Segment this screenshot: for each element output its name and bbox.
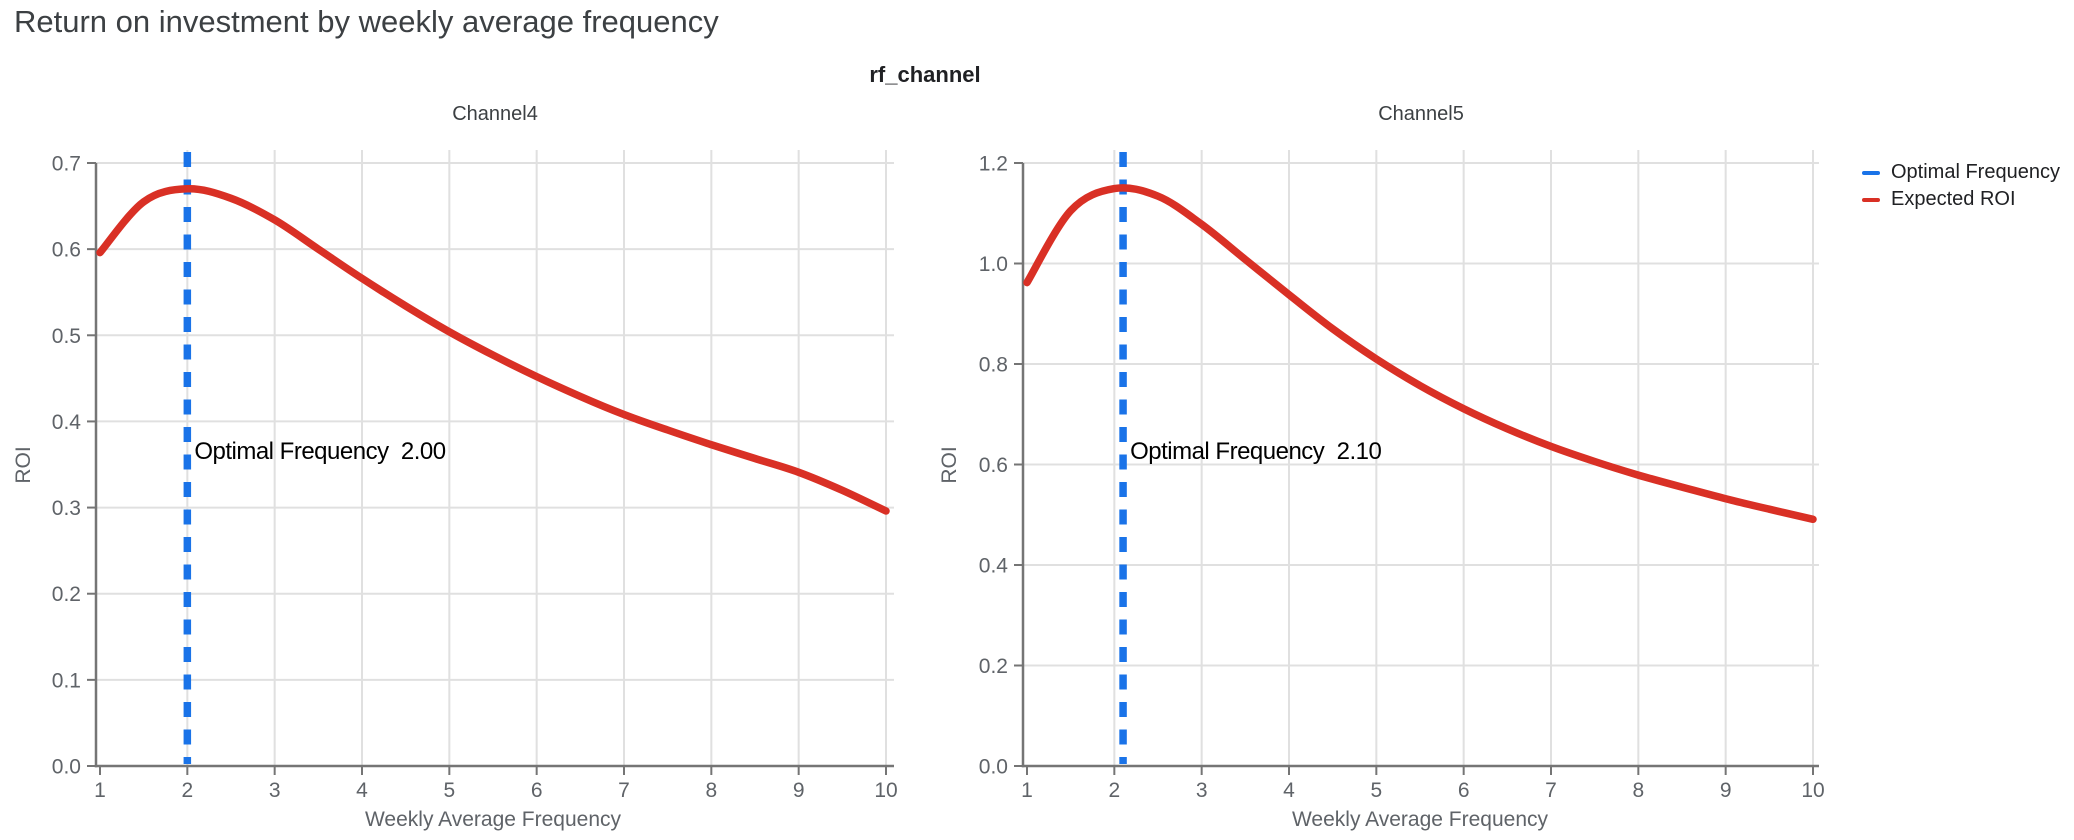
y-tick-label: 0.7 bbox=[52, 153, 81, 176]
facet-title-channel5: Channel5 bbox=[1378, 103, 1464, 125]
expected-roi-curve bbox=[96, 185, 890, 515]
y-tick-label: 0.2 bbox=[979, 655, 1008, 678]
y-tick-label: 0.0 bbox=[979, 756, 1008, 779]
x-tick-label: 4 bbox=[356, 779, 368, 802]
y-tick-label: 0.3 bbox=[52, 497, 81, 520]
x-tick-label: 6 bbox=[531, 779, 543, 802]
optimal-frequency-annotation: Optimal Frequency 2.00 bbox=[194, 438, 446, 465]
y-tick-label: 0.6 bbox=[52, 239, 81, 262]
expected-roi-curve bbox=[1023, 184, 1817, 524]
page-title: Return on investment by weekly average f… bbox=[14, 4, 719, 39]
x-tick-label: 3 bbox=[1196, 779, 1208, 802]
y-tick-label: 0.8 bbox=[979, 354, 1008, 377]
x-tick-label: 4 bbox=[1283, 779, 1295, 802]
expected-roi-line-icon bbox=[1862, 197, 1880, 202]
chart-channel5: Channel5 1 2 3 4 5 6 7 8 9 10 0.0 0.2 0.4 0.6 0.8 1.0 1.… bbox=[910, 100, 1830, 840]
y-tick-label: 0.6 bbox=[979, 454, 1008, 477]
x-tick-label: 5 bbox=[443, 779, 455, 802]
legend-label-optimal-frequency: Optimal Frequency bbox=[1891, 161, 2060, 183]
channel5-plot: 1 2 3 4 5 6 7 8 9 10 0.0 0.2 0.4 0.6 0.8 1.0 1.2 bbox=[979, 150, 1825, 802]
channel4-plot: 1 2 3 4 5 6 7 8 9 10 0.0 0.1 0.2 0.3 0.4 0.5 0.6 0.7 bbox=[52, 150, 898, 802]
x-tick-label: 5 bbox=[1370, 779, 1382, 802]
x-tick-label: 10 bbox=[1801, 779, 1824, 802]
x-tick-label: 8 bbox=[1632, 779, 1644, 802]
legend-item-expected-roi: Expected ROI bbox=[1862, 186, 2060, 213]
x-tick-label: 1 bbox=[1021, 779, 1033, 802]
y-axis-title: ROI bbox=[12, 445, 35, 484]
x-tick-label: 2 bbox=[1108, 779, 1120, 802]
y-tick-label: 0.2 bbox=[52, 583, 81, 606]
facet-title-channel4: Channel4 bbox=[452, 103, 538, 125]
x-tick-label: 7 bbox=[1545, 779, 1557, 802]
x-tick-label: 8 bbox=[705, 779, 717, 802]
optimal-frequency-annotation: Optimal Frequency 2.10 bbox=[1130, 438, 1382, 465]
x-tick-label: 1 bbox=[94, 779, 106, 802]
x-tick-label: 3 bbox=[269, 779, 281, 802]
optimal-frequency-line-icon bbox=[1862, 170, 1880, 175]
x-tick-label: 9 bbox=[1720, 779, 1732, 802]
legend-label-expected-roi: Expected ROI bbox=[1891, 188, 2016, 210]
legend: Optimal Frequency Expected ROI bbox=[1862, 159, 2060, 213]
legend-item-optimal-frequency: Optimal Frequency bbox=[1862, 159, 2060, 186]
y-tick-label: 0.0 bbox=[52, 756, 81, 779]
y-axis-title: ROI bbox=[938, 445, 961, 484]
chart-channel4: Channel4 1 2 3 4 5 6 7 8 9 10 0.0 0.1 0.2 0.3 0.4 0.5 0.… bbox=[0, 100, 920, 840]
x-tick-label: 6 bbox=[1458, 779, 1470, 802]
x-axis-title: Weekly Average Frequency bbox=[364, 808, 622, 831]
y-tick-label: 0.4 bbox=[52, 411, 82, 434]
x-tick-label: 7 bbox=[618, 779, 630, 802]
y-tick-label: 1.0 bbox=[979, 253, 1008, 276]
x-tick-label: 2 bbox=[181, 779, 193, 802]
y-tick-label: 0.1 bbox=[52, 669, 81, 692]
facet-group-title: rf_channel bbox=[869, 62, 981, 87]
x-tick-label: 10 bbox=[874, 779, 897, 802]
y-tick-label: 0.5 bbox=[52, 325, 81, 348]
x-axis-title: Weekly Average Frequency bbox=[1291, 808, 1549, 831]
x-tick-label: 9 bbox=[793, 779, 805, 802]
y-tick-label: 1.2 bbox=[979, 153, 1008, 176]
y-tick-label: 0.4 bbox=[979, 555, 1009, 578]
